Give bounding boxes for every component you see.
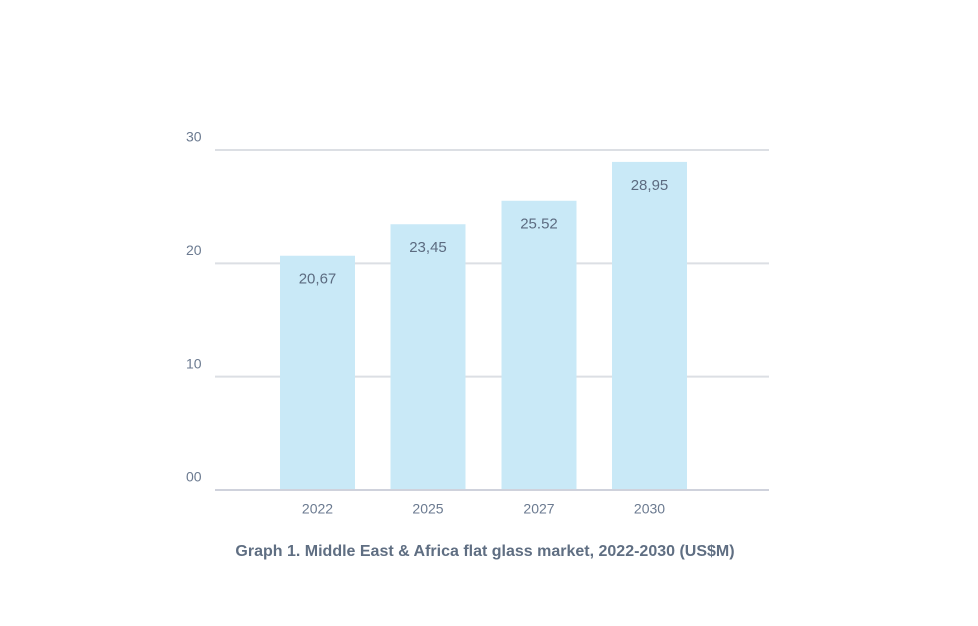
- data-label-2025: 23,45: [409, 239, 447, 256]
- chart-caption: Graph 1. Middle East & Africa flat glass…: [235, 543, 735, 560]
- data-label-2027: 25.52: [520, 216, 558, 233]
- data-label-2022: 20,67: [299, 271, 337, 288]
- x-axis-tick-labels: 2022 2025 2027 2030: [302, 501, 665, 517]
- x-tick-label-2022: 2022: [302, 501, 333, 517]
- bar-2025: [390, 224, 466, 490]
- y-axis-tick-labels: 00 10 20 30: [186, 129, 202, 485]
- y-tick-label-00: 00: [186, 469, 202, 485]
- y-tick-label-20: 20: [186, 242, 202, 258]
- bars: [280, 161, 687, 491]
- bar-2030: [612, 161, 687, 490]
- x-tick-label-2030: 2030: [634, 501, 665, 517]
- y-tick-label-10: 10: [186, 355, 202, 371]
- data-label-2030: 28,95: [631, 177, 669, 194]
- x-tick-label-2027: 2027: [523, 501, 554, 517]
- data-labels: 20,67 23,45 25.52 28,95: [299, 177, 669, 288]
- y-tick-label-30: 30: [186, 129, 202, 145]
- x-tick-label-2025: 2025: [412, 501, 443, 517]
- bar-2027: [501, 200, 577, 491]
- bar-2022: [280, 255, 355, 490]
